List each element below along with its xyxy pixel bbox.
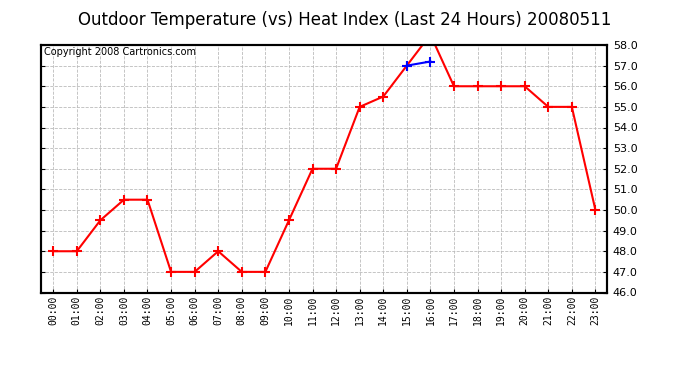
Text: Outdoor Temperature (vs) Heat Index (Last 24 Hours) 20080511: Outdoor Temperature (vs) Heat Index (Las… bbox=[78, 11, 612, 29]
Text: Copyright 2008 Cartronics.com: Copyright 2008 Cartronics.com bbox=[44, 48, 196, 57]
